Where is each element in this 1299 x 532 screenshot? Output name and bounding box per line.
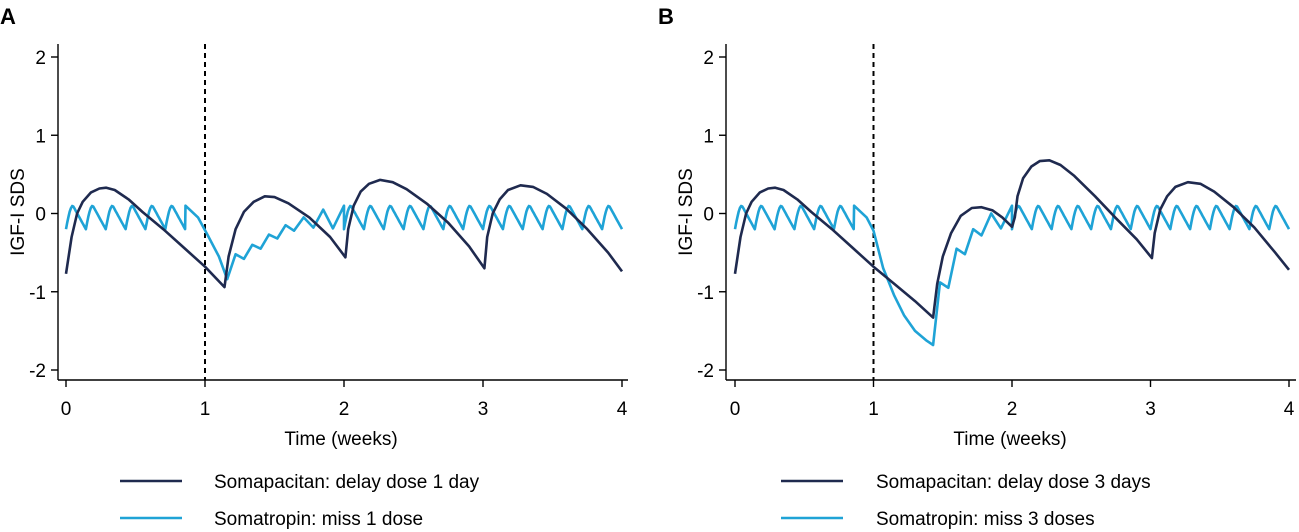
legend-label: Somatropin: miss 3 doses [876,509,1095,530]
series-line-somatropin [733,204,1291,347]
x-axis-label: Time (weeks) [284,429,397,450]
x-tick-label: 4 [1284,399,1295,420]
legend-item-somapacitan: Somapacitan: delay dose 3 days [781,472,1151,493]
x-tick-label: 2 [339,399,350,420]
panel-b: B -2 -1 0 1 2 0 1 2 3 4 IGF-I SDS Time (weeks) S… [658,4,1296,530]
x-tick-label: 2 [1007,399,1018,420]
legend-label: Somapacitan: delay dose 1 day [214,472,480,493]
legend-item-somapacitan: Somapacitan: delay dose 1 day [120,472,480,493]
series-line-somatropin [64,204,624,281]
legend-label: Somapacitan: delay dose 3 days [876,472,1151,493]
x-tick-label: 1 [868,399,879,420]
y-tick-label: 2 [703,48,714,69]
x-tick-label: 0 [730,399,741,420]
x-tick-label: 3 [478,399,489,420]
legend: Somapacitan: delay dose 3 days Somatropi… [781,472,1151,530]
series-line-somapacitan [64,178,624,289]
x-tick-label: 4 [617,399,628,420]
y-axis-label: IGF-I SDS [8,168,29,256]
y-axis-label: IGF-I SDS [676,168,697,256]
y-tick-label: 1 [703,126,714,147]
y-tick-label: 2 [35,48,46,69]
x-tick-label: 0 [61,399,72,420]
panel-label: A [0,4,16,29]
x-tick-label: 1 [200,399,211,420]
series-line-somapacitan [733,159,1291,319]
x-axis-label: Time (weeks) [953,429,1066,450]
panel-a: A -2 -1 0 1 2 0 1 2 3 4 IGF-I SDS Time (weeks) S… [0,4,628,530]
y-tick-label: -2 [29,361,46,382]
legend-label: Somatropin: miss 1 dose [214,509,423,530]
y-tick-label: 0 [703,205,714,226]
y-tick-label: 0 [35,205,46,226]
legend: Somapacitan: delay dose 1 day Somatropin… [120,472,480,530]
y-tick-label: -1 [697,283,714,304]
legend-item-somatropin: Somatropin: miss 3 doses [781,509,1095,530]
y-tick-label: -2 [697,361,714,382]
y-tick-label: 1 [35,126,46,147]
legend-item-somatropin: Somatropin: miss 1 dose [120,509,423,530]
x-tick-label: 3 [1145,399,1156,420]
panel-label: B [658,4,674,29]
y-tick-label: -1 [29,283,46,304]
